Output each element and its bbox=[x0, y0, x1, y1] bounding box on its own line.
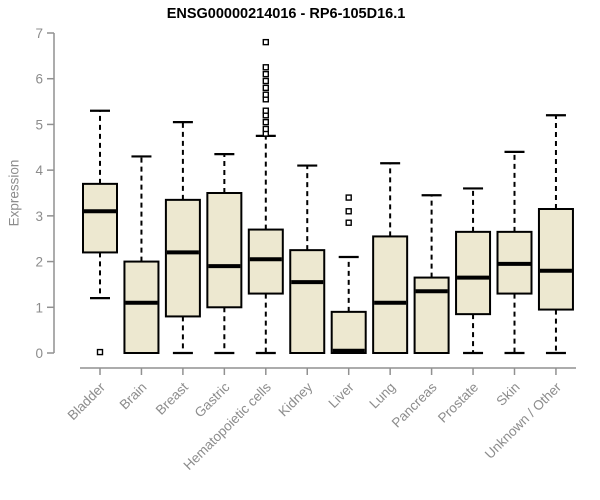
outlier-point-liver bbox=[345, 208, 352, 215]
box-hematopoietic-cells bbox=[247, 228, 284, 295]
x-tick-label: Unknown / Other bbox=[482, 379, 565, 462]
y-tick-label: 1 bbox=[35, 300, 43, 315]
box-kidney bbox=[289, 249, 326, 354]
x-tick-label: Prostate bbox=[435, 380, 481, 426]
outlier-point-hematopoietic-cells bbox=[262, 118, 269, 126]
y-tick-label: 2 bbox=[35, 255, 43, 270]
outlier-point-hematopoietic-cells bbox=[262, 38, 269, 46]
box-brain bbox=[123, 260, 160, 355]
box-gastric bbox=[206, 192, 243, 309]
outlier-point-hematopoietic-cells bbox=[262, 125, 269, 133]
box-liver bbox=[330, 310, 367, 355]
x-tick-label: Bladder bbox=[65, 379, 109, 423]
x-tick-label: Brain bbox=[117, 380, 150, 413]
x-tick-label: Pancreas bbox=[389, 379, 440, 430]
chart-title: ENSG00000214016 - RP6-105D16.1 bbox=[166, 6, 406, 22]
outlier-point-bladder bbox=[96, 348, 104, 356]
x-tick-label: Breast bbox=[153, 379, 191, 417]
outlier-point-liver bbox=[345, 194, 352, 201]
box-unknown-other bbox=[537, 208, 574, 311]
box-lung bbox=[372, 235, 409, 354]
outlier-point-hematopoietic-cells bbox=[262, 70, 269, 78]
box-breast bbox=[164, 198, 201, 318]
y-tick-label: 7 bbox=[35, 26, 43, 41]
y-tick-label: 5 bbox=[35, 117, 43, 132]
x-tick-label: Gastric bbox=[192, 379, 233, 420]
x-tick-label: Lung bbox=[366, 380, 398, 412]
box-pancreas bbox=[413, 276, 450, 355]
outlier-point-liver bbox=[345, 219, 352, 226]
x-tick-label: Liver bbox=[326, 379, 358, 411]
outlier-point-hematopoietic-cells bbox=[262, 91, 269, 98]
outlier-point-hematopoietic-cells bbox=[262, 84, 269, 92]
y-tick-label: 3 bbox=[35, 209, 43, 224]
box-prostate bbox=[455, 230, 492, 316]
box-bladder bbox=[82, 182, 118, 254]
outlier-point-hematopoietic-cells bbox=[262, 77, 269, 85]
x-tick-label: Kidney bbox=[276, 379, 316, 419]
outlier-point-hematopoietic-cells bbox=[262, 64, 269, 71]
x-tick-label: Skin bbox=[493, 380, 522, 409]
y-tick-label: 0 bbox=[35, 346, 43, 361]
outlier-point-hematopoietic-cells bbox=[262, 107, 269, 114]
y-tick-label: 6 bbox=[35, 72, 43, 87]
y-tick-label: 4 bbox=[35, 163, 43, 178]
